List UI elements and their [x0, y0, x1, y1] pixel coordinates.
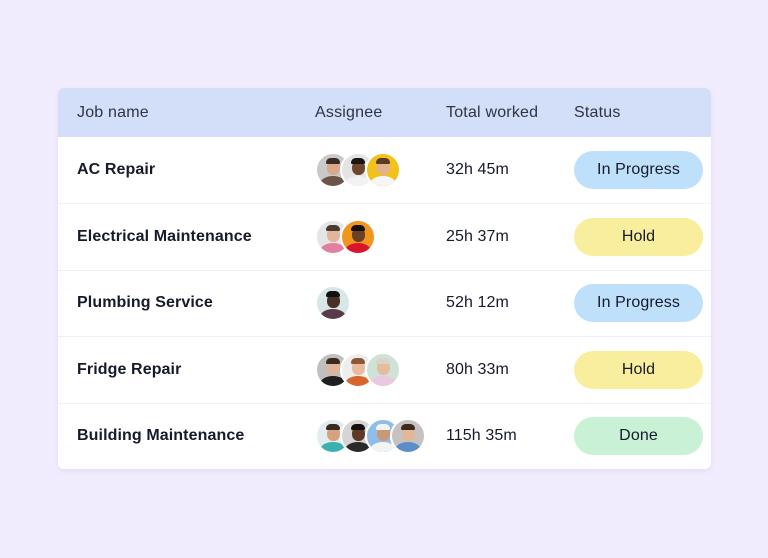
column-header-assignee[interactable]: Assignee: [315, 103, 383, 121]
job-name: AC Repair: [77, 161, 156, 179]
status-badge[interactable]: In Progress: [574, 284, 703, 323]
table-header: Job name Assignee Total worked Status: [58, 88, 711, 137]
total-worked: 115h 35m: [446, 427, 517, 445]
assignee-avatars: [315, 285, 446, 322]
table-row[interactable]: Electrical Maintenance 25h 37m Hold: [58, 203, 711, 269]
total-worked: 25h 37m: [446, 228, 509, 246]
avatar[interactable]: [315, 285, 351, 322]
avatar-hair: [351, 424, 365, 431]
avatar[interactable]: [340, 351, 376, 388]
avatar-body: [395, 442, 421, 453]
avatar-body: [320, 309, 346, 320]
avatar-hair: [326, 357, 340, 364]
total-worked: 80h 33m: [446, 360, 509, 378]
column-header-job-name[interactable]: Job name: [77, 103, 149, 121]
avatar-hair: [376, 158, 390, 165]
avatar-body: [345, 375, 371, 386]
job-name: Building Maintenance: [77, 427, 245, 445]
assignee-avatars: [315, 152, 446, 189]
status-badge[interactable]: In Progress: [574, 151, 703, 190]
avatar-hair: [351, 357, 365, 364]
assignee-avatars: [315, 418, 446, 455]
table-row[interactable]: Building Maintenance 115h 35m Done: [58, 402, 711, 469]
avatar-face: [326, 293, 340, 309]
job-name: Plumbing Service: [77, 294, 213, 312]
avatar-hair: [326, 158, 340, 165]
table-row[interactable]: Plumbing Service 52h 12m In Progress: [58, 269, 711, 336]
table-body: AC Repair 32h 45m In Progress Electrical…: [58, 137, 711, 469]
jobs-table: Job name Assignee Total worked Status AC…: [58, 88, 711, 469]
avatar-hair: [326, 225, 340, 232]
status-badge[interactable]: Hold: [574, 350, 703, 389]
avatar[interactable]: [365, 152, 401, 189]
avatar[interactable]: [365, 351, 401, 388]
status-badge[interactable]: Hold: [574, 218, 703, 257]
total-worked: 52h 12m: [446, 294, 509, 312]
assignee-avatars: [315, 219, 446, 256]
avatar-body: [320, 375, 346, 386]
avatar-hair: [351, 225, 365, 232]
avatar-body: [320, 243, 346, 254]
avatar-body: [370, 375, 396, 386]
avatar-body: [370, 442, 396, 453]
avatar-hair: [376, 424, 390, 431]
job-name: Fridge Repair: [77, 360, 182, 378]
avatar-hair: [351, 158, 365, 165]
avatar[interactable]: [340, 219, 376, 256]
column-header-total-worked[interactable]: Total worked: [446, 103, 539, 121]
avatar-body: [370, 176, 396, 187]
avatar-body: [345, 442, 371, 453]
job-name: Electrical Maintenance: [77, 228, 252, 246]
column-header-status[interactable]: Status: [574, 103, 621, 121]
table-row[interactable]: AC Repair 32h 45m In Progress: [58, 137, 711, 203]
avatar-hair: [376, 357, 390, 364]
table-row[interactable]: Fridge Repair 80h 33m Hold: [58, 336, 711, 402]
avatar-body: [345, 176, 371, 187]
avatar-hair: [326, 291, 340, 298]
avatar-hair: [401, 424, 415, 431]
avatar-body: [345, 243, 371, 254]
avatar-hair: [326, 424, 340, 431]
avatar[interactable]: [390, 418, 426, 455]
assignee-avatars: [315, 351, 446, 388]
status-badge[interactable]: Done: [574, 417, 703, 456]
total-worked: 32h 45m: [446, 161, 509, 179]
avatar-body: [320, 442, 346, 453]
avatar-body: [320, 176, 346, 187]
